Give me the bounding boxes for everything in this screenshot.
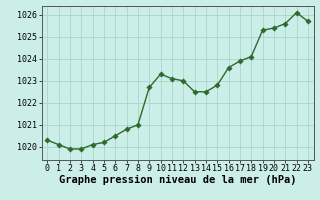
X-axis label: Graphe pression niveau de la mer (hPa): Graphe pression niveau de la mer (hPa)	[59, 175, 296, 185]
